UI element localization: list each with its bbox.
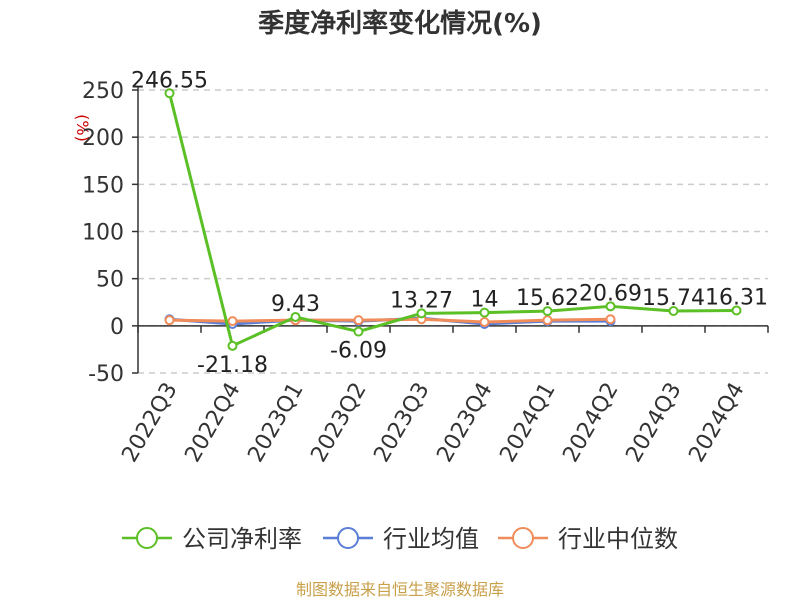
- chart-title: 季度净利率变化情况(%): [258, 8, 542, 39]
- y-tick-label: 250: [82, 79, 124, 104]
- data-point: [731, 305, 742, 316]
- legend-marker-icon: [337, 527, 359, 549]
- data-label: 14: [471, 288, 499, 313]
- legend-item[interactable]: 行业中位数: [498, 525, 678, 553]
- source-note: 制图数据来自恒生聚源数据库: [296, 580, 504, 599]
- legend-label: 行业均值: [383, 525, 479, 553]
- data-labels: 246.55 -21.18 9.43 -6.09 13.27 14 15.62 20.69 15…: [131, 68, 768, 378]
- y-tick-label: 100: [82, 221, 124, 246]
- data-point: [164, 315, 175, 326]
- x-tick-label: 2024Q3: [621, 379, 686, 467]
- x-tick-label: 2024Q1: [495, 379, 560, 467]
- series-lines: [164, 88, 742, 351]
- data-point: [416, 308, 427, 319]
- legend-label: 公司净利率: [182, 525, 302, 553]
- legend-marker-icon: [512, 527, 534, 549]
- data-point: [479, 307, 490, 318]
- data-point: [605, 314, 616, 325]
- y-axis-label: (%): [73, 114, 92, 142]
- data-label: 15.74: [642, 286, 705, 311]
- legend-label: 行业中位数: [558, 525, 678, 553]
- data-label: 20.69: [579, 281, 642, 306]
- x-tick-label: 2023Q2: [306, 379, 371, 467]
- data-label: -21.18: [197, 353, 268, 378]
- data-point: [605, 301, 616, 312]
- data-point: [353, 315, 364, 326]
- data-point: [227, 340, 238, 351]
- legend[interactable]: 公司净利率 行业均值 行业中位数: [122, 525, 678, 553]
- series-line: [168, 92, 737, 348]
- y-tick-label: 150: [82, 173, 124, 198]
- y-tick-label: -50: [88, 362, 124, 387]
- y-tick-label: 0: [110, 315, 124, 340]
- data-label: 13.27: [390, 288, 453, 313]
- data-label: 16.31: [705, 285, 768, 310]
- axes: [132, 86, 769, 374]
- data-point: [542, 315, 553, 326]
- data-label: -6.09: [330, 339, 387, 364]
- y-tick-label: 50: [96, 268, 124, 293]
- data-label: 9.43: [271, 292, 320, 317]
- x-tick-label: 2023Q4: [432, 379, 497, 467]
- x-tick-label: 2022Q3: [117, 379, 182, 467]
- x-tick-label: 2024Q2: [558, 379, 623, 467]
- x-tick-label: 2023Q3: [369, 379, 434, 467]
- y-tick-labels: 250 200 150 100 50 0 -50: [82, 79, 124, 387]
- data-point: [290, 311, 301, 322]
- x-tick-label: 2023Q1: [243, 379, 308, 467]
- legend-item[interactable]: 行业均值: [323, 525, 479, 553]
- y-tick-label: 200: [82, 126, 124, 151]
- data-point: [164, 88, 175, 99]
- data-point: [353, 326, 364, 337]
- x-tick-label: 2022Q4: [180, 379, 245, 467]
- x-tick-labels: 2022Q32022Q42023Q12023Q22023Q32023Q42024…: [117, 379, 749, 467]
- data-point: [668, 305, 679, 316]
- data-point: [542, 306, 553, 317]
- data-label: 15.62: [516, 286, 579, 311]
- legend-item[interactable]: 公司净利率: [122, 525, 302, 553]
- series-line: [169, 317, 611, 324]
- data-point: [227, 316, 238, 327]
- legend-marker-icon: [136, 527, 158, 549]
- x-tick-label: 2024Q4: [684, 379, 749, 467]
- data-label: 246.55: [131, 68, 208, 93]
- data-point: [479, 317, 490, 328]
